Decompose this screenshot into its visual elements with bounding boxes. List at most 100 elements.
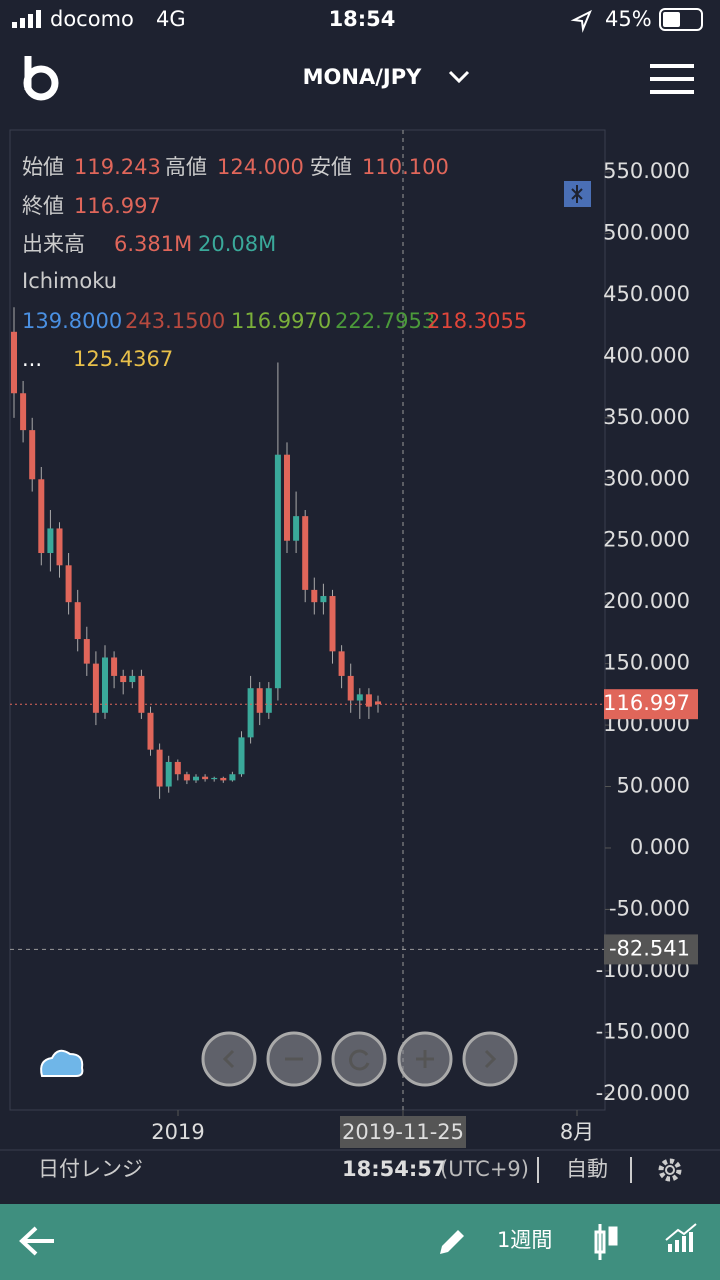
candle-body — [92, 663, 99, 713]
y-tick-label: 400.000 — [603, 343, 690, 367]
candle-body — [238, 737, 245, 775]
candle-body — [102, 657, 108, 713]
interval[interactable]: 1週間 — [497, 1228, 552, 1252]
candle-body — [320, 596, 327, 603]
plot: 550.000 500.000 450.000 400.000 350.000 300.0… — [10, 130, 698, 1110]
candle-body — [156, 749, 163, 787]
crosshair-label: -82.541 — [609, 936, 690, 960]
candle-body — [138, 675, 145, 713]
candle-body — [256, 688, 263, 713]
legend-label: 高値 — [165, 155, 207, 179]
indicators[interactable] — [665, 1223, 697, 1252]
scroll-right[interactable] — [462, 1031, 518, 1087]
crosshair-date-tag — [340, 1116, 466, 1148]
candle-body — [220, 777, 227, 781]
indicator-value: 243.1500 — [125, 309, 225, 333]
legend-value: 119.243 — [74, 155, 161, 179]
candle-body — [83, 639, 90, 664]
legend-value: 124.000 — [217, 155, 304, 179]
candle-body — [29, 430, 36, 480]
menu[interactable] — [650, 64, 694, 94]
y-tick-label: 200.000 — [603, 589, 690, 613]
candle-body — [302, 516, 309, 590]
x-tick-label: 2019 — [151, 1120, 204, 1144]
clock: 18:54 — [329, 7, 396, 31]
candle-body — [356, 694, 363, 701]
candle-body — [347, 675, 354, 701]
legend-label: 始値 — [22, 155, 64, 179]
battery-fill — [663, 12, 680, 27]
y-tick-label: 300.000 — [603, 466, 690, 490]
candle-body — [229, 774, 236, 781]
candle-body — [338, 651, 345, 676]
chart-area — [9, 129, 606, 1111]
candle-body — [38, 479, 45, 554]
timezone[interactable]: (UTC+9) — [440, 1157, 529, 1181]
candle-body — [329, 596, 336, 652]
candle-body — [65, 565, 72, 603]
indicator-value: 218.3055 — [427, 309, 527, 333]
legend-more: ... — [22, 347, 42, 371]
candle-body — [284, 454, 290, 541]
pair-title[interactable]: MONA/JPY — [303, 65, 422, 89]
x-tick-label: 2019-11-25 — [342, 1120, 464, 1144]
crosshair-tag — [604, 934, 698, 965]
x-tick-label: 8月 — [560, 1120, 594, 1144]
mode[interactable]: 自動 — [566, 1157, 608, 1181]
y-tick-label: 450.000 — [603, 282, 690, 306]
zoom-glyphs — [222, 1049, 497, 1071]
draw-tool[interactable] — [440, 1230, 464, 1254]
y-tick-label: 550.000 — [603, 159, 690, 183]
last-price-tag — [604, 689, 698, 720]
scroll-left[interactable] — [201, 1031, 257, 1087]
candle-body — [265, 688, 272, 713]
candle-body — [165, 761, 172, 787]
candle-body — [274, 454, 281, 689]
y-tick-label: -150.000 — [596, 1019, 690, 1043]
indicator-value: 116.9970 — [231, 309, 331, 333]
candle-body — [293, 516, 300, 541]
indicator-value: 139.8000 — [22, 309, 122, 333]
candle-body — [365, 694, 372, 707]
legend-label: 安値 — [310, 155, 352, 179]
indicator-value: 125.4367 — [73, 347, 173, 371]
y-tick-label: 500.000 — [603, 220, 690, 244]
legend-value: 20.08M — [198, 232, 276, 256]
indicator-value: 222.7953 — [335, 309, 435, 333]
last-price-label: 116.997 — [603, 691, 690, 715]
back-button[interactable] — [19, 1226, 54, 1256]
reset[interactable] — [331, 1031, 387, 1087]
y-tick-label: -50.000 — [609, 896, 690, 920]
network: 4G — [156, 7, 186, 31]
legend-value: 110.100 — [362, 155, 449, 179]
candle-body — [193, 776, 199, 781]
legend-label: 終値 — [22, 194, 64, 218]
battery-level: 45% — [605, 7, 652, 31]
candle-body — [375, 701, 381, 705]
logo[interactable] — [23, 56, 59, 101]
y-tick-label: -200.000 — [596, 1081, 690, 1105]
candle-body — [111, 657, 118, 676]
chart-type[interactable] — [594, 1224, 618, 1260]
legend-label: 出来高 — [22, 232, 85, 256]
legend-value: 6.381M — [114, 232, 192, 256]
candle-body — [183, 774, 190, 781]
settings[interactable] — [658, 1158, 682, 1182]
location-icon — [570, 9, 592, 33]
candle-body — [120, 675, 127, 683]
candle-body — [247, 688, 254, 738]
y-tick-label: 50.000 — [617, 774, 690, 798]
candle-body — [56, 528, 63, 566]
candle-body — [74, 602, 81, 640]
candle-body — [47, 528, 54, 554]
indicator-name: Ichimoku — [22, 269, 117, 293]
date-range[interactable]: 日付レンジ — [38, 1157, 143, 1181]
candle-body — [202, 776, 209, 780]
candle-body — [129, 675, 136, 683]
y-tick-label: 0.000 — [630, 835, 690, 859]
cloud-icon[interactable] — [40, 1049, 84, 1077]
carrier: docomo — [50, 7, 134, 31]
collapse-button[interactable] — [564, 181, 591, 207]
pair-dropdown[interactable] — [448, 70, 470, 84]
legend: 始値 119.243 高値 124.000 安値 110.100 終値 116.… — [22, 155, 527, 371]
